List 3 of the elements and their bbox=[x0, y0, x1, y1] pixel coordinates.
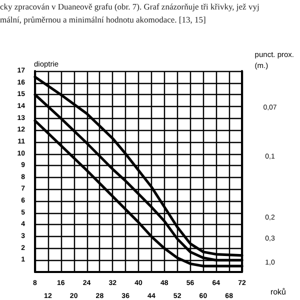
text: mální, průměrnou a minimální hodnotu akomodace. [13, 15] bbox=[0, 14, 206, 24]
x-axis-title: roků bbox=[270, 288, 286, 296]
text: cky zpracován v Duaneově grafu (obr. 7). Graf znázorňuje tři křivky, jež vyj bbox=[0, 2, 260, 12]
